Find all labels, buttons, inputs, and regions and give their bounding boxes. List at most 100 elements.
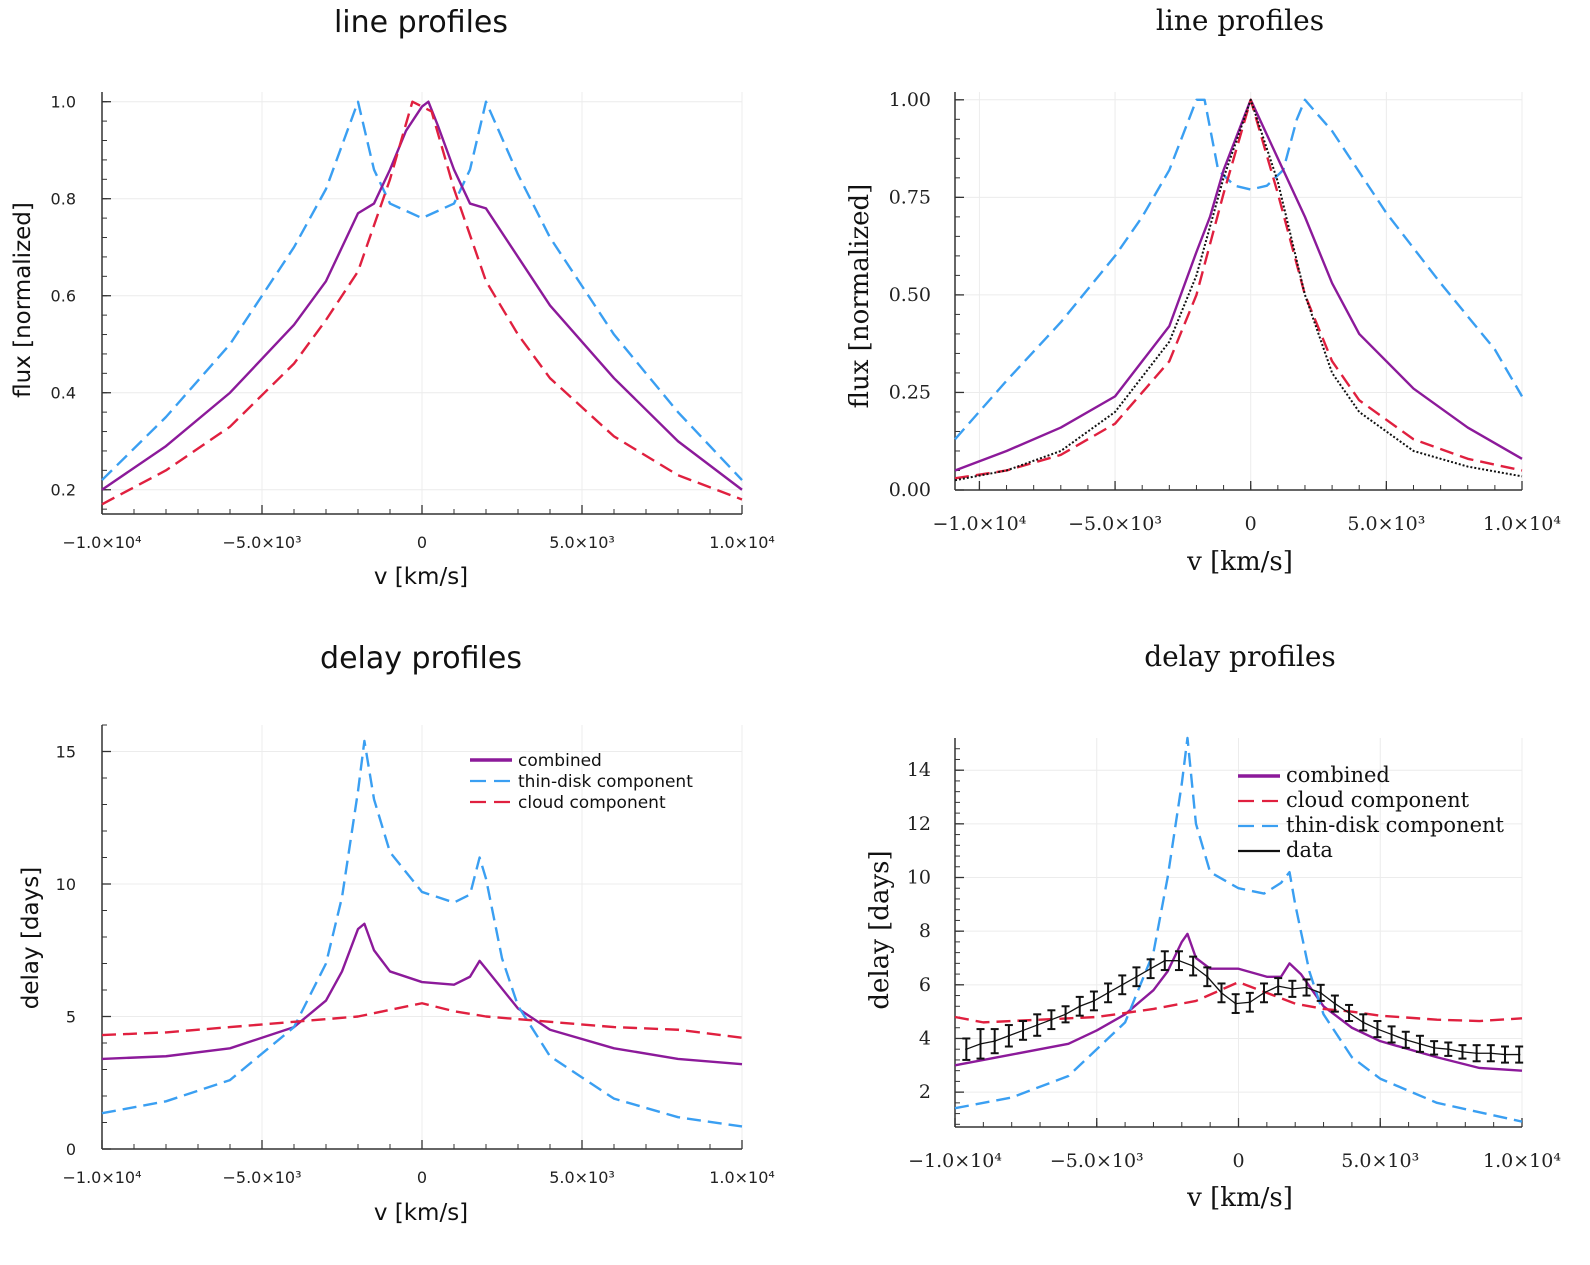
x-tick-label: 1.0×10⁴ xyxy=(1483,513,1561,535)
x-tick-label: −5.0×10³ xyxy=(222,1168,301,1187)
data-point xyxy=(965,1048,968,1051)
data-point xyxy=(1106,991,1110,995)
data-point xyxy=(1262,991,1266,995)
error-bar xyxy=(1430,1040,1439,1056)
data-point xyxy=(1390,1033,1393,1036)
y-tick-label: 0.75 xyxy=(889,186,931,208)
error-bar xyxy=(1047,1009,1056,1031)
x-tick-label: 0 xyxy=(417,533,427,552)
error-bar xyxy=(1401,1030,1410,1049)
error-bar xyxy=(1004,1024,1013,1048)
x-tick-label: 0 xyxy=(417,1168,427,1187)
x-tick-label: 1.0×10⁴ xyxy=(709,533,775,552)
data-point xyxy=(1021,1029,1025,1032)
y-axis-label: delay [days] xyxy=(865,850,895,1009)
error-bar xyxy=(1444,1041,1453,1057)
error-bar xyxy=(1118,974,1127,996)
series-3 xyxy=(954,98,1523,480)
y-tick-label: 0.8 xyxy=(51,190,76,209)
data-point xyxy=(1319,991,1322,995)
error-bar xyxy=(1288,979,1297,998)
data-point xyxy=(1461,1050,1464,1054)
data-point xyxy=(1333,1002,1337,1005)
panel-3: −1.0×10⁴ −5.0×10³ 0 5.0×10³ 1.0×10⁴ 0 5 10 15 del… xyxy=(18,641,775,1226)
x-tick-label: −1.0×10⁴ xyxy=(62,1168,141,1187)
legend-label: thin-disk component xyxy=(518,772,693,792)
data-point xyxy=(1418,1042,1422,1046)
series-2 xyxy=(101,100,743,491)
error-bar xyxy=(1330,994,1339,1013)
error-bar xyxy=(1033,1013,1042,1037)
data-point xyxy=(979,1042,982,1046)
y-axis-label: flux [normalized] xyxy=(10,202,36,398)
y-tick-label: 0.6 xyxy=(51,287,76,306)
error-bar xyxy=(1160,950,1169,972)
x-tick-label: −5.0×10³ xyxy=(222,533,301,552)
y-tick-label: 0.00 xyxy=(889,479,931,501)
legend-label: cloud component xyxy=(1286,788,1470,812)
legend-label: thin-disk component xyxy=(1286,813,1505,837)
error-bar xyxy=(1203,966,1212,988)
y-tick-label: 8 xyxy=(919,920,931,942)
chart-title: line profiles xyxy=(334,5,508,40)
x-tick-label: 5.0×10³ xyxy=(549,533,615,552)
legend-item: data xyxy=(1238,838,1333,862)
y-axis-label: flux [normalized] xyxy=(845,184,875,409)
data-point xyxy=(1489,1052,1493,1055)
error-bar xyxy=(1387,1025,1396,1044)
error-bar xyxy=(1359,1013,1368,1032)
y-tick-label: 0.25 xyxy=(889,381,931,403)
error-bar xyxy=(1189,955,1198,977)
data-point xyxy=(1362,1021,1365,1024)
error-bar xyxy=(1174,950,1183,972)
legend-item: thin-disk component xyxy=(470,772,693,792)
error-bar xyxy=(1274,977,1283,996)
series-data xyxy=(962,950,1524,1064)
data-point xyxy=(1177,959,1181,962)
series-4 xyxy=(954,98,1523,482)
y-tick-label: 2 xyxy=(919,1081,931,1103)
panel-2: −1.0×10⁴ −5.0×10³ 0 5.0×10³ 1.0×10⁴ 0.00 0.25 0… xyxy=(845,4,1561,577)
y-tick-label: 4 xyxy=(919,1027,931,1049)
y-axis-label: delay [days] xyxy=(18,867,44,1009)
data-point xyxy=(1191,964,1195,968)
series-thin-disk-component xyxy=(954,736,1523,1123)
legend-item: cloud component xyxy=(1238,788,1470,812)
error-bar xyxy=(1472,1044,1481,1063)
error-bar xyxy=(1146,958,1155,980)
y-tick-label: 1.00 xyxy=(889,89,931,111)
error-bar xyxy=(1458,1044,1467,1060)
y-tick-label: 14 xyxy=(907,759,931,781)
series-cloud-component xyxy=(954,980,1523,1024)
data-point xyxy=(1220,991,1223,995)
series-1 xyxy=(101,100,743,481)
x-tick-label: −1.0×10⁴ xyxy=(62,533,141,552)
error-bar xyxy=(1373,1020,1382,1039)
y-tick-label: 0 xyxy=(66,1140,76,1159)
error-bar xyxy=(1075,995,1084,1017)
y-tick-label: 6 xyxy=(919,974,931,996)
error-bar xyxy=(1217,982,1226,1004)
panel-1: −1.0×10⁴ −5.0×10³ 0 5.0×10³ 1.0×10⁴ 0.2 0.4 0.6… xyxy=(10,5,775,590)
error-bar xyxy=(1245,991,1254,1013)
error-bar xyxy=(1104,982,1113,1004)
series-thin-disk-component xyxy=(101,739,743,1128)
y-tick-label: 1.0 xyxy=(51,93,76,112)
error-bar xyxy=(990,1028,999,1055)
y-tick-label: 12 xyxy=(907,813,931,835)
x-tick-label: 1.0×10⁴ xyxy=(1483,1150,1561,1172)
data-point xyxy=(1305,986,1308,989)
data-point xyxy=(993,1039,996,1043)
error-bar xyxy=(976,1028,985,1060)
legend-label: data xyxy=(1286,838,1333,862)
data-point xyxy=(1078,1005,1081,1008)
series-2 xyxy=(954,98,1523,472)
x-tick-label: −1.0×10⁴ xyxy=(932,513,1026,535)
series-combined xyxy=(954,932,1523,1072)
error-bar xyxy=(1302,978,1311,997)
x-tick-label: 0 xyxy=(1245,513,1257,535)
error-bar xyxy=(1231,993,1240,1014)
y-tick-label: 0.50 xyxy=(889,284,931,306)
data-point xyxy=(1503,1053,1507,1056)
